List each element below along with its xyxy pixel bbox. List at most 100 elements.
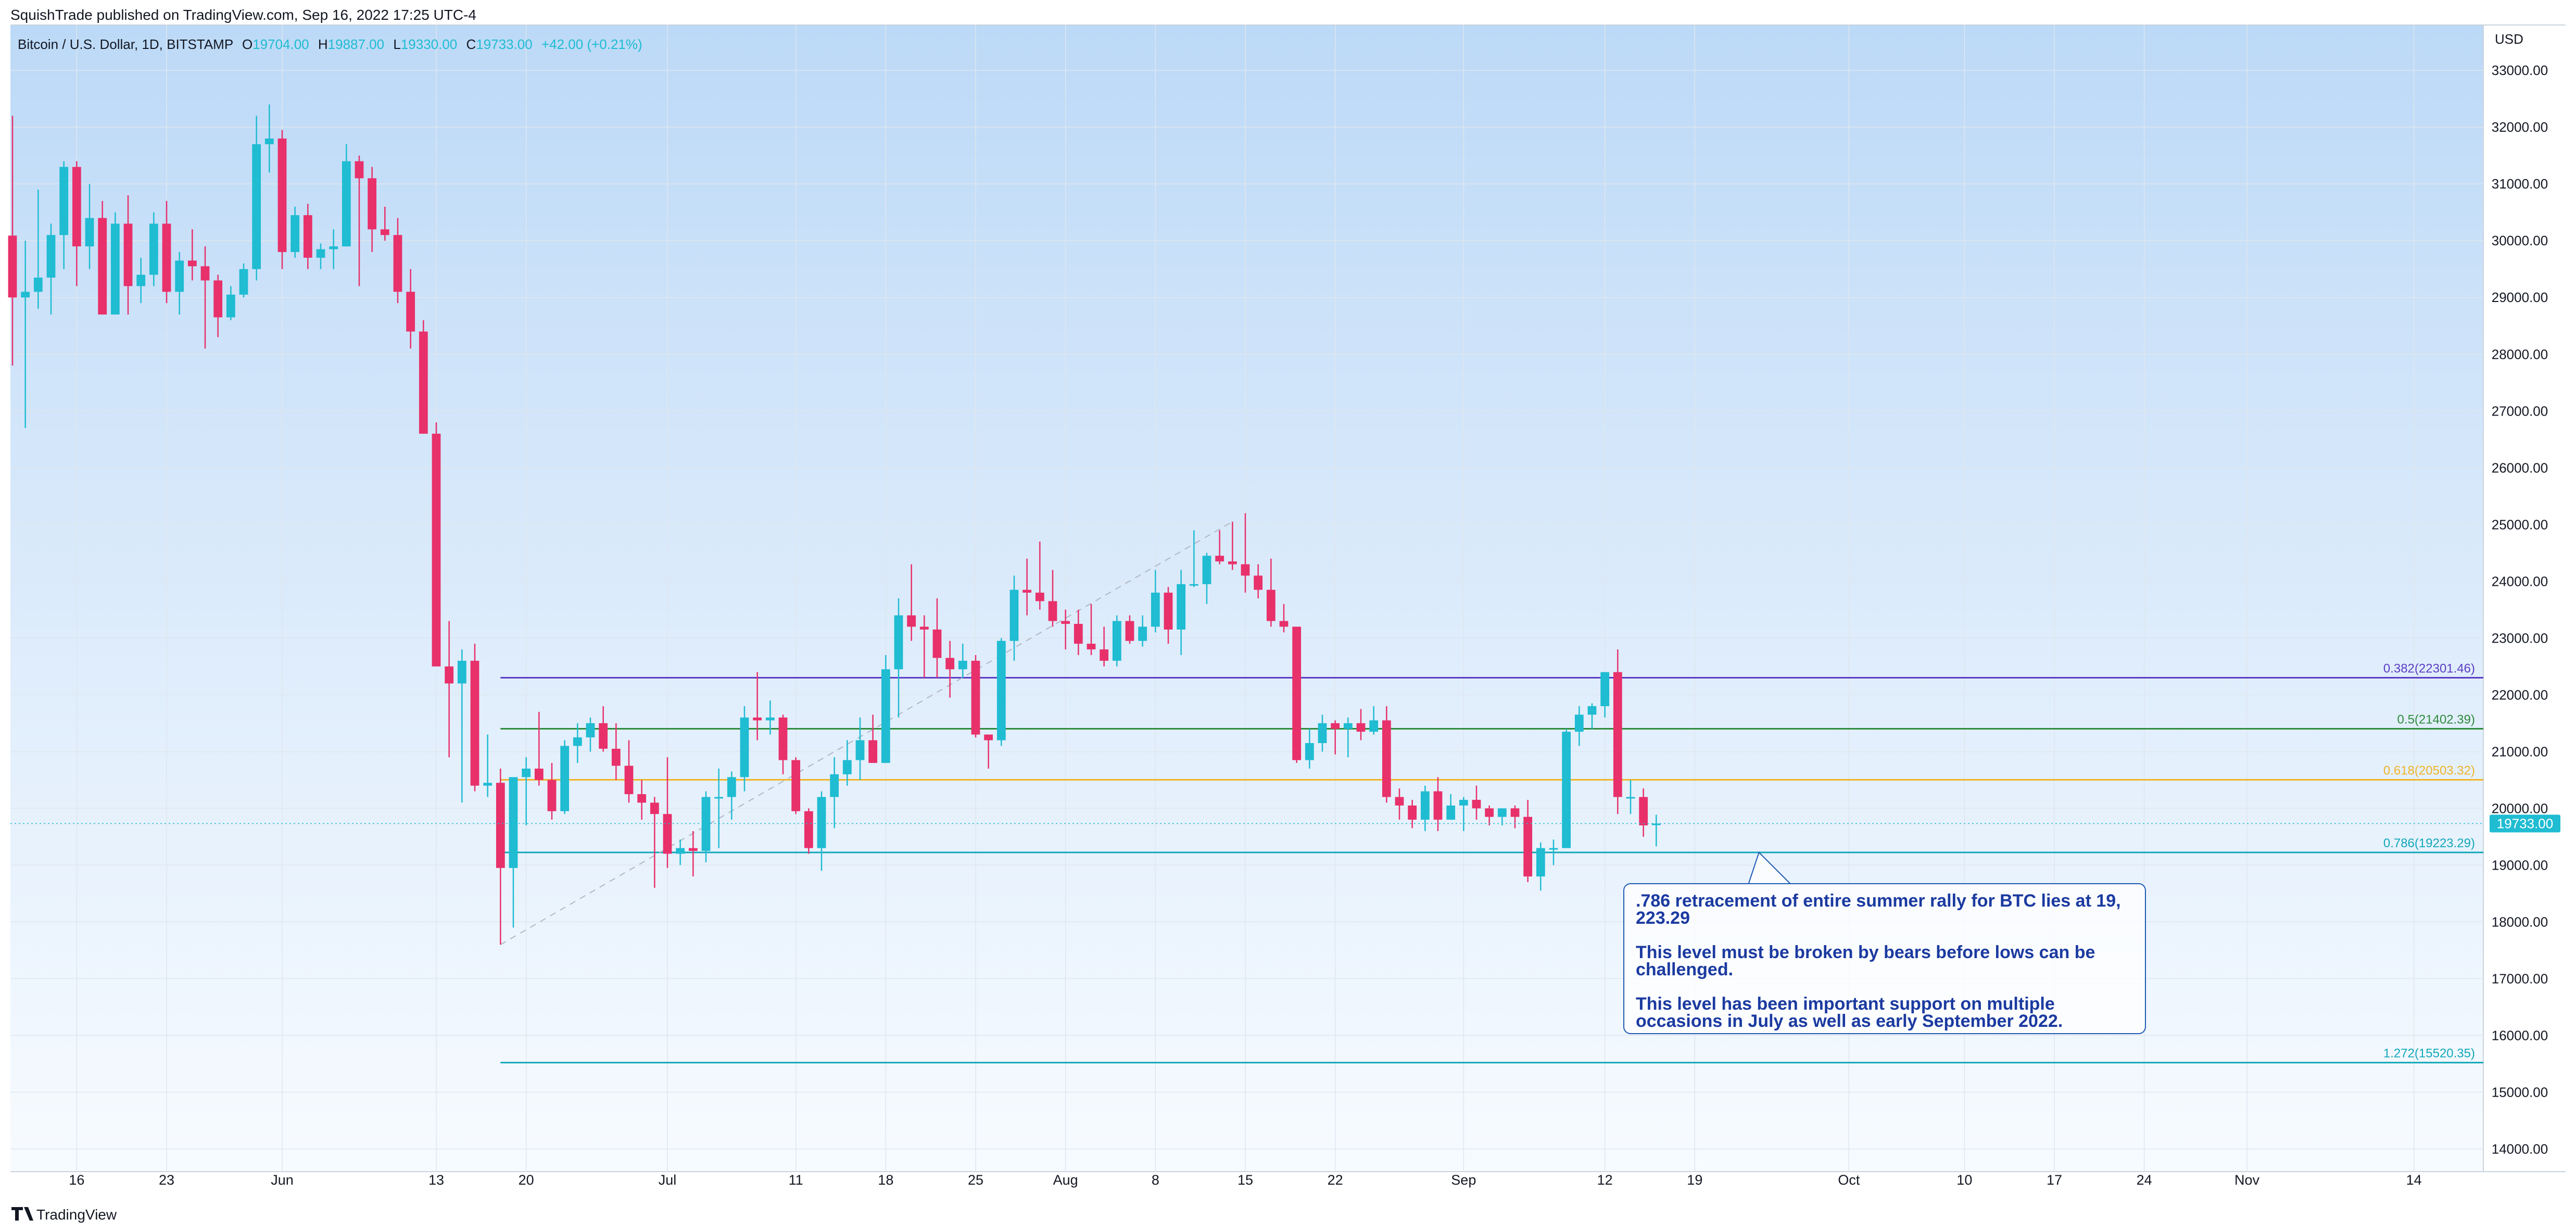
candle-down[interactable] xyxy=(932,598,942,678)
candle-down[interactable] xyxy=(98,200,107,315)
candle-down[interactable] xyxy=(213,274,223,337)
candle-up[interactable] xyxy=(175,252,184,315)
candle-up[interactable] xyxy=(1651,814,1661,847)
candle-up[interactable] xyxy=(316,243,325,269)
candle-down[interactable] xyxy=(419,320,428,434)
candle-up[interactable] xyxy=(740,706,749,792)
candle-up[interactable] xyxy=(329,229,338,269)
candle-down[interactable] xyxy=(624,740,634,803)
candle-down[interactable] xyxy=(1292,626,1302,763)
candle-up[interactable] xyxy=(1177,570,1186,656)
candle-up[interactable] xyxy=(226,286,235,320)
candle-down[interactable] xyxy=(778,714,788,774)
candle-down[interactable] xyxy=(1087,604,1096,656)
candle-up[interactable] xyxy=(33,190,43,309)
candle-up[interactable] xyxy=(586,717,595,752)
candle-up[interactable] xyxy=(21,241,30,428)
candle-down[interactable] xyxy=(277,130,287,269)
candle-down[interactable] xyxy=(368,167,377,253)
trend-line[interactable] xyxy=(500,521,1233,945)
candle-down[interactable] xyxy=(534,712,544,786)
candle-up[interactable] xyxy=(85,184,94,269)
candle-down[interactable] xyxy=(688,831,698,877)
tradingview-logo[interactable]: TradingView xyxy=(11,1207,117,1223)
candle-down[interactable] xyxy=(1395,788,1404,820)
candle-down[interactable] xyxy=(162,200,171,304)
candle-up[interactable] xyxy=(676,839,685,865)
candle-up[interactable] xyxy=(958,644,967,678)
candle-down[interactable] xyxy=(907,564,916,641)
candle-down[interactable] xyxy=(1254,564,1263,598)
candle-down[interactable] xyxy=(1279,604,1289,633)
candle-up[interactable] xyxy=(727,771,736,820)
candle-up[interactable] xyxy=(1318,714,1327,752)
candle-up[interactable] xyxy=(1343,717,1353,758)
candle-down[interactable] xyxy=(663,757,672,868)
candle-down[interactable] xyxy=(1061,609,1070,650)
candle-down[interactable] xyxy=(72,161,81,286)
candle-up[interactable] xyxy=(252,116,261,281)
candle-down[interactable] xyxy=(599,706,608,752)
candle-down[interactable] xyxy=(791,757,801,814)
candle-down[interactable] xyxy=(971,655,980,738)
candle-down[interactable] xyxy=(187,229,197,281)
candle-down[interactable] xyxy=(1266,558,1276,627)
candle-down[interactable] xyxy=(1356,709,1366,740)
candle-down[interactable] xyxy=(1164,587,1173,644)
candle-down[interactable] xyxy=(1613,649,1622,814)
candle-up[interactable] xyxy=(342,144,351,247)
candle-down[interactable] xyxy=(1228,521,1237,570)
candle-down[interactable] xyxy=(1523,799,1533,883)
candle-down[interactable] xyxy=(650,797,659,888)
candle-down[interactable] xyxy=(919,615,929,678)
candle-up[interactable] xyxy=(59,161,69,269)
candle-up[interactable] xyxy=(1574,706,1584,746)
candle-up[interactable] xyxy=(1562,728,1571,848)
candle-up[interactable] xyxy=(1536,842,1545,891)
candle-up[interactable] xyxy=(46,223,56,315)
candle-down[interactable] xyxy=(1472,785,1481,820)
candle-down[interactable] xyxy=(303,204,312,269)
candle-down[interactable] xyxy=(1022,558,1032,616)
candle-up[interactable] xyxy=(881,655,890,763)
candle-up[interactable] xyxy=(714,769,724,848)
candle-up[interactable] xyxy=(1497,808,1507,826)
candle-down[interactable] xyxy=(1048,570,1057,627)
candle-up[interactable] xyxy=(1189,530,1198,587)
candle-up[interactable] xyxy=(573,723,582,763)
candle-up[interactable] xyxy=(1600,672,1610,718)
candle-down[interactable] xyxy=(432,422,441,667)
candle-down[interactable] xyxy=(1433,777,1443,831)
candle-up[interactable] xyxy=(894,598,903,718)
candle-down[interactable] xyxy=(945,640,955,698)
candle-up[interactable] xyxy=(765,700,775,735)
candle-up[interactable] xyxy=(1112,615,1121,667)
candle-down[interactable] xyxy=(470,644,479,792)
candle-up[interactable] xyxy=(1587,703,1597,729)
candle-down[interactable] xyxy=(1074,609,1083,656)
candle-down[interactable] xyxy=(8,116,17,366)
candle-up[interactable] xyxy=(560,740,570,814)
candle-up[interactable] xyxy=(1151,570,1160,633)
candle-up[interactable] xyxy=(1626,780,1635,814)
candle-down[interactable] xyxy=(406,269,415,349)
candle-down[interactable] xyxy=(123,195,133,315)
candles[interactable] xyxy=(8,104,1661,945)
candle-down[interactable] xyxy=(1510,805,1520,828)
candle-down[interactable] xyxy=(611,723,621,780)
candle-down[interactable] xyxy=(200,246,210,349)
candle-up[interactable] xyxy=(1446,794,1456,820)
candle-down[interactable] xyxy=(1408,799,1417,828)
candle-up[interactable] xyxy=(110,212,120,315)
candle-down[interactable] xyxy=(637,780,647,820)
annotation-callout[interactable]: .786 retracement of entire summer rally … xyxy=(1623,883,2146,1034)
candle-down[interactable] xyxy=(547,763,557,820)
candle-up[interactable] xyxy=(1549,839,1558,865)
candle-up[interactable] xyxy=(817,791,826,871)
candle-up[interactable] xyxy=(136,257,146,304)
candle-up[interactable] xyxy=(1202,552,1211,604)
candle-up[interactable] xyxy=(996,638,1006,746)
candle-up[interactable] xyxy=(509,777,518,928)
candle-up[interactable] xyxy=(842,740,852,786)
